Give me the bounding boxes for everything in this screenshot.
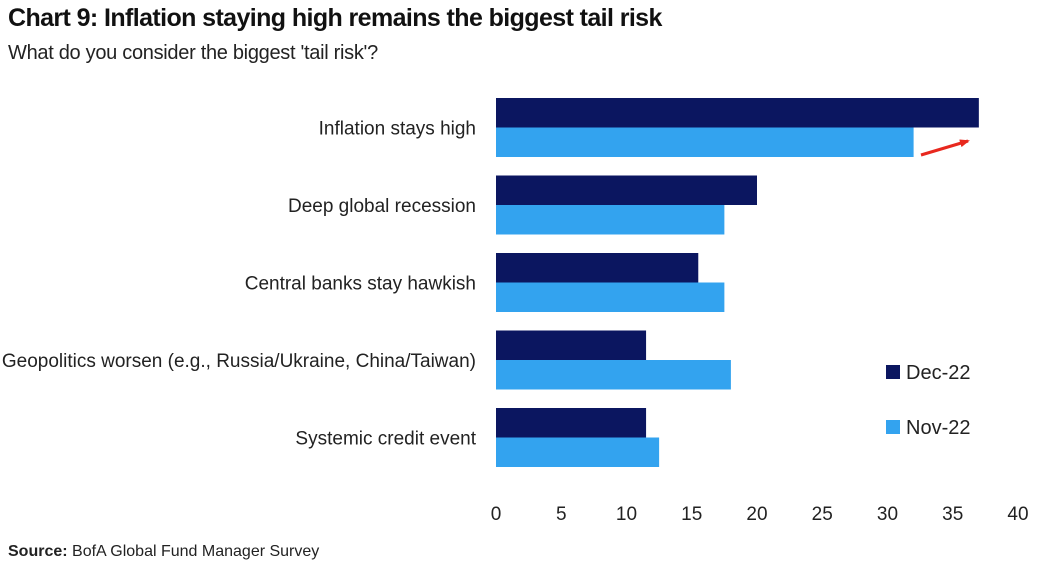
bar-nov-22-3: [496, 360, 731, 390]
x-tick-label: 5: [556, 504, 567, 525]
bar-dec-22-0: [496, 98, 979, 128]
x-tick-label: 15: [681, 504, 702, 525]
x-tick-label: 20: [746, 504, 767, 525]
red-arrow-annotation: [920, 139, 970, 157]
chart-title: Chart 9: Inflation staying high remains …: [8, 4, 662, 32]
bar-dec-22-2: [496, 253, 699, 283]
x-tick-label: 0: [491, 504, 502, 525]
bar-nov-22-2: [496, 282, 725, 312]
category-label: Systemic credit event: [295, 429, 476, 450]
bar-nov-22-4: [496, 437, 660, 467]
legend-label-dec-22: Dec-22: [906, 362, 970, 384]
chart-subtitle: What do you consider the biggest 'tail r…: [8, 42, 378, 64]
legend-swatch-nov-22: [886, 420, 900, 434]
legend-label-nov-22: Nov-22: [906, 417, 970, 439]
category-label: Geopolitics worsen (e.g., Russia/Ukraine…: [2, 351, 476, 372]
bar-chart: Inflation stays high Deep global recessio…: [2, 98, 1029, 525]
x-tick-label: 10: [616, 504, 637, 525]
source-text: BofA Global Fund Manager Survey: [72, 543, 320, 560]
category-label: Central banks stay hawkish: [245, 274, 476, 295]
category-label: Inflation stays high: [319, 119, 476, 140]
x-tick-label: 40: [1007, 504, 1028, 525]
bar-dec-22-1: [496, 175, 757, 205]
x-tick-label: 35: [942, 504, 963, 525]
bar-nov-22-0: [496, 127, 914, 157]
bar-nov-22-1: [496, 205, 725, 235]
source-note: Source: BofA Global Fund Manager Survey: [8, 543, 319, 561]
bar-dec-22-4: [496, 408, 647, 438]
x-tick-label: 30: [877, 504, 898, 525]
bar-dec-22-3: [496, 330, 647, 360]
category-label: Deep global recession: [288, 196, 476, 217]
x-tick-label: 25: [812, 504, 833, 525]
source-label: Source:: [8, 543, 68, 560]
legend-swatch-dec-22: [886, 365, 900, 379]
